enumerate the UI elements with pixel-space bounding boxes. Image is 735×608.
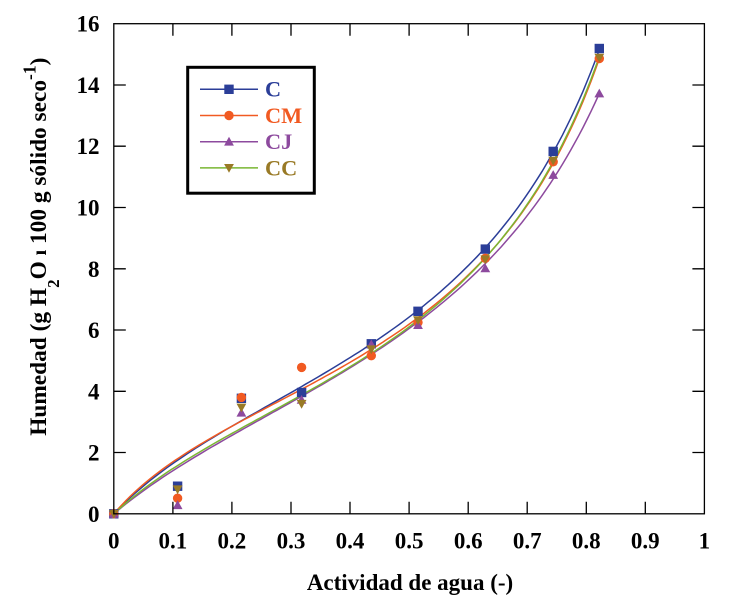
svg-text:0.3: 0.3 [277, 529, 306, 554]
svg-text:14: 14 [77, 73, 101, 98]
svg-text:0.1: 0.1 [159, 529, 188, 554]
svg-text:0.8: 0.8 [572, 529, 601, 554]
svg-text:0: 0 [108, 529, 120, 554]
svg-text:CJ: CJ [265, 129, 292, 154]
svg-text:C: C [265, 77, 281, 102]
svg-text:16: 16 [77, 12, 100, 37]
svg-text:12: 12 [77, 134, 100, 159]
svg-text:0.9: 0.9 [631, 529, 660, 554]
svg-text:Actividad de agua (-): Actividad de agua (-) [307, 570, 513, 595]
svg-text:6: 6 [88, 318, 100, 343]
svg-text:CC: CC [265, 155, 297, 180]
svg-text:0: 0 [88, 502, 100, 527]
svg-text:0.2: 0.2 [218, 529, 247, 554]
svg-text:4: 4 [88, 379, 100, 404]
svg-text:0.6: 0.6 [454, 529, 483, 554]
svg-text:2: 2 [88, 441, 100, 466]
svg-text:0.4: 0.4 [336, 529, 365, 554]
svg-text:10: 10 [77, 196, 100, 221]
svg-text:0.5: 0.5 [395, 529, 424, 554]
svg-text:1: 1 [699, 529, 711, 554]
svg-text:8: 8 [88, 257, 100, 282]
svg-text:0.7: 0.7 [513, 529, 542, 554]
svg-text:CM: CM [265, 103, 302, 128]
